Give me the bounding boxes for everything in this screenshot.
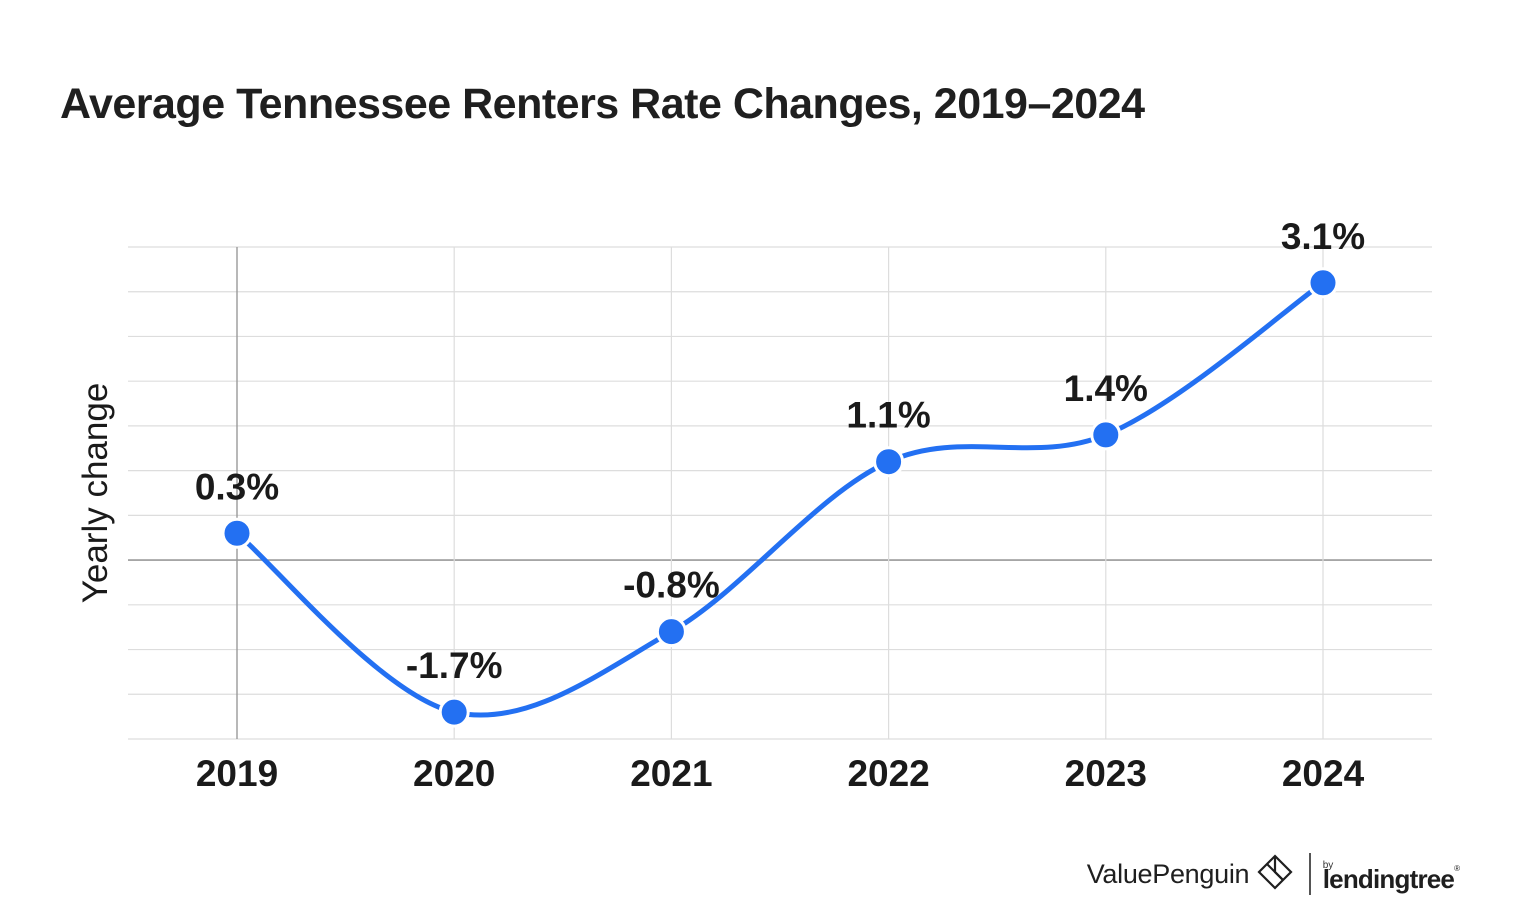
chart-title: Average Tennessee Renters Rate Changes, … — [60, 80, 1145, 128]
x-tick-label: 2020 — [413, 753, 495, 794]
valuepenguin-logo-text: ValuePenguin — [1086, 858, 1250, 889]
valuepenguin-logo-icon — [1257, 853, 1293, 895]
series-line — [234, 280, 1326, 718]
data-point — [1090, 419, 1122, 451]
brand-by-label: by — [1322, 859, 1334, 871]
data-label: 3.1% — [1281, 216, 1365, 257]
x-tick-label: 2021 — [630, 753, 712, 794]
data-point — [655, 616, 687, 648]
x-tick-label: 2024 — [1282, 753, 1365, 794]
data-label: -1.7% — [406, 645, 503, 686]
data-point — [221, 517, 253, 549]
data-label: -0.8% — [623, 565, 720, 606]
registered-mark: ® — [1454, 863, 1460, 873]
data-point — [1307, 267, 1339, 299]
data-label: 1.1% — [846, 395, 930, 436]
data-label: 0.3% — [195, 466, 279, 507]
x-tick-label: 2022 — [847, 753, 929, 794]
lendingtree-logo: by lendingtree® — [1323, 854, 1460, 895]
y-axis-label: Yearly change — [76, 383, 115, 604]
x-tick-label: 2023 — [1065, 753, 1147, 794]
data-label: 1.4% — [1064, 368, 1148, 409]
data-point — [438, 696, 470, 728]
brand-divider — [1309, 853, 1311, 895]
branding: ValuePenguin by lendingtree® — [1087, 852, 1460, 896]
x-tick-label: 2019 — [196, 753, 278, 794]
lendingtree-logo-text: lendingtree — [1322, 863, 1455, 894]
data-point — [873, 446, 905, 478]
